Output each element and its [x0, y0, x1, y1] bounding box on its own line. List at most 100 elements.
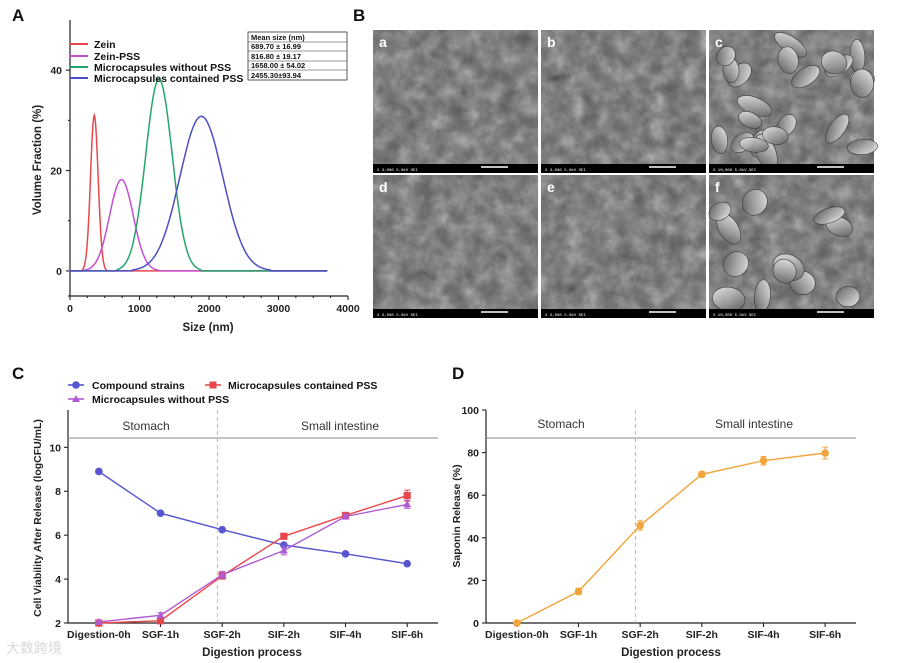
sem-label: c	[715, 34, 723, 50]
sem-particle	[821, 50, 848, 75]
sem-particle	[835, 286, 861, 307]
y-tick-label: 40	[50, 65, 62, 77]
x-tick-label: 0	[67, 303, 73, 315]
legend-marker-mc-contained	[209, 381, 217, 389]
legend-label: Zein	[94, 39, 116, 51]
c-ylabel: Cell Viability After Release (logCFU/mL)	[32, 419, 44, 617]
sem-particle	[741, 189, 768, 216]
sem-texture	[373, 175, 538, 309]
sem-info-text: X 3,000 5.0kV SEI	[545, 313, 586, 318]
x-tick-label: SIF-4h	[747, 629, 779, 641]
data-point	[156, 509, 165, 518]
series-line-microcapsules-without-pss	[69, 78, 328, 272]
x-tick-label: SGF-2h	[203, 629, 240, 641]
sem-info-text: X 3,000 5.0kV SEI	[377, 168, 418, 173]
sem-particle	[710, 125, 729, 154]
sem-label: e	[547, 179, 555, 195]
c-xlabel: Digestion process	[202, 647, 302, 659]
region-label: Stomach	[537, 417, 584, 431]
sem-particle	[739, 137, 769, 153]
legend-label: Compound strains	[92, 380, 185, 392]
data-point	[759, 456, 768, 465]
legend-label: Microcapsules without PSS	[92, 394, 229, 406]
data-point	[403, 492, 411, 500]
sem-texture	[541, 175, 706, 309]
legend-label: Zein-PSS	[94, 51, 140, 63]
sem-particle	[716, 45, 736, 67]
legend-label: Microcapsules contained PSS	[94, 73, 243, 85]
x-tick-label: 3000	[267, 303, 291, 315]
sem-info-text: X 10,000 5.0kV SEI	[713, 168, 756, 173]
y-tick-label: 100	[461, 405, 479, 417]
sem-texture	[541, 30, 706, 164]
y-tick-label: 0	[56, 266, 62, 278]
sem-info-text: X 3,000 5.0kV SEI	[545, 168, 586, 173]
size-distribution-chart: Volume Fraction (%) Size (nm) 0 1000 2000 3…	[32, 20, 360, 334]
x-tick-label: 2000	[197, 303, 221, 315]
region-label: Small intestine	[301, 419, 379, 433]
panel-label-b: B	[353, 6, 366, 25]
sem-info-bar	[373, 164, 538, 173]
data-point	[513, 619, 521, 627]
sem-particle	[850, 68, 874, 98]
sem-label: b	[547, 34, 556, 50]
d-ylabel: Saponin Release (%)	[451, 464, 463, 567]
sem-info-bar	[541, 309, 706, 318]
sem-info-bar	[373, 309, 538, 318]
legend-marker-mc-without	[72, 395, 80, 402]
sem-particle	[813, 206, 846, 225]
y-tick-label: 40	[467, 533, 479, 545]
sem-particle	[777, 46, 799, 74]
sem-particle	[824, 113, 850, 144]
sem-info-text: X 10,000 5.0kV SEI	[713, 313, 756, 318]
sem-image: X 10,000 5.0kV SEI c	[709, 30, 878, 173]
a-legend: Zein Zein-PSS Microcapsules without PSS …	[70, 39, 243, 85]
sem-particle	[738, 111, 762, 129]
x-tick-label: 4000	[336, 303, 360, 315]
x-tick-label: Digestion-0h	[485, 629, 549, 641]
data-point	[280, 541, 288, 549]
data-point	[95, 467, 103, 476]
table-cell: 1658.00 ± 54.02	[251, 61, 305, 70]
x-tick-label: SGF-1h	[142, 629, 179, 641]
legend-label: Microcapsules contained PSS	[228, 380, 377, 392]
data-point	[698, 470, 706, 479]
sem-info-bar	[709, 164, 874, 173]
sem-image: X 3,000 5.0kV SEI d	[373, 175, 538, 318]
sem-image: X 3,000 5.0kV SEI e	[541, 175, 706, 318]
cell-viability-chart: Cell Viability After Release (logCFU/mL)…	[32, 380, 438, 659]
sem-particle	[722, 251, 749, 277]
data-point	[821, 449, 829, 457]
sem-label: f	[715, 179, 720, 195]
a-ylabel: Volume Fraction (%)	[32, 105, 44, 215]
watermark: 大数跨境	[6, 641, 62, 657]
x-tick-label: SIF-4h	[329, 629, 361, 641]
sem-info-bar	[541, 164, 706, 173]
sem-image: X 3,000 5.0kV SEI a	[373, 30, 538, 173]
y-tick-label: 20	[467, 575, 479, 587]
series-line-zein	[69, 112, 328, 272]
panel-label-d: D	[452, 364, 465, 383]
sem-particle	[846, 138, 878, 155]
data-point	[574, 587, 583, 596]
y-tick-label: 60	[467, 490, 479, 502]
y-tick-label: 0	[473, 618, 479, 630]
data-point	[341, 550, 350, 558]
data-point	[280, 532, 288, 540]
x-tick-label: 1000	[128, 303, 152, 315]
sem-image: X 10,000 5.0kV SEI f	[708, 175, 874, 318]
region-label: Stomach	[122, 419, 169, 433]
data-point	[94, 617, 103, 625]
x-tick-label: Digestion-0h	[67, 629, 131, 641]
y-tick-label: 6	[55, 530, 61, 542]
x-tick-label: SGF-2h	[621, 629, 658, 641]
sem-particle	[772, 258, 797, 284]
table-header: Mean size (nm)	[251, 33, 305, 42]
sem-label: d	[379, 179, 388, 195]
y-tick-label: 4	[55, 574, 61, 586]
y-tick-label: 2	[55, 618, 61, 630]
data-point	[403, 500, 412, 508]
y-tick-label: 20	[50, 166, 62, 178]
x-tick-label: SIF-6h	[809, 629, 841, 641]
